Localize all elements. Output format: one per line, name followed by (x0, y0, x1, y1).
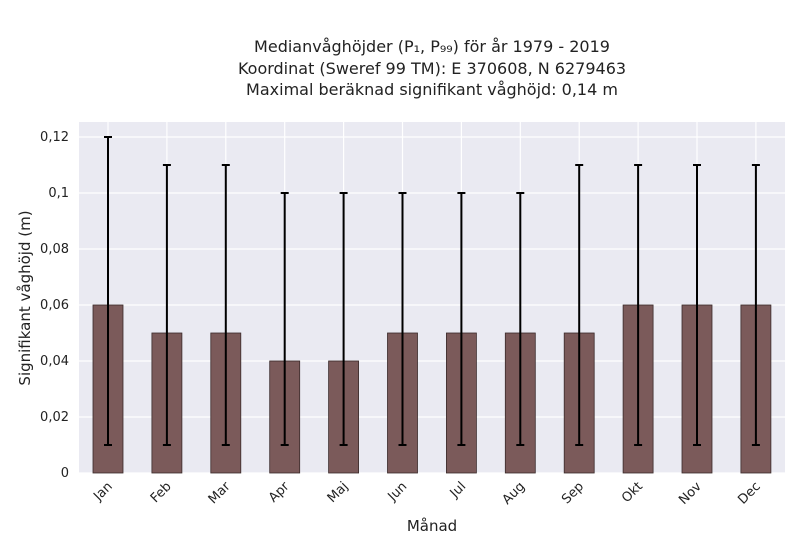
y-tick-label: 0,12 (40, 130, 69, 145)
y-tick-label: 0 (61, 466, 69, 481)
x-tick-label: Jun (385, 479, 411, 505)
x-tick-label: Okt (619, 479, 646, 506)
x-tick-label: Feb (148, 479, 175, 506)
x-tick-label: Jan (90, 479, 115, 504)
x-axis-ticks: Jan Feb Mar Apr Maj Jun Jul Aug Sep Okt Nov Dec (90, 479, 763, 508)
x-axis-label: Månad (407, 517, 457, 535)
x-tick-label: Mar (206, 479, 234, 507)
x-tick-label: Apr (266, 479, 293, 506)
y-axis-label: Signifikant våghöjd (m) (16, 210, 34, 385)
y-tick-label: 0,02 (40, 410, 69, 425)
plot-area (79, 122, 785, 473)
y-tick-label: 0,1 (48, 186, 69, 201)
x-tick-label: Nov (676, 479, 705, 508)
chart-title-line-2: Koordinat (Sweref 99 TM): E 370608, N 62… (238, 59, 626, 78)
x-tick-label: Sep (559, 479, 587, 507)
chart-title: Medianvåghöjder (P₁, P₉₉) för år 1979 - … (238, 37, 626, 99)
x-tick-label: Aug (500, 479, 529, 508)
x-tick-label: Maj (325, 479, 352, 506)
x-tick-label: Jul (447, 479, 469, 501)
y-tick-label: 0,06 (40, 298, 69, 313)
error-bars (104, 136, 760, 446)
y-axis-ticks: 0 0,02 0,04 0,06 0,08 0,1 0,12 (40, 130, 69, 481)
y-tick-label: 0,08 (40, 242, 69, 257)
y-tick-label: 0,04 (40, 354, 69, 369)
chart-title-line-1: Medianvåghöjder (P₁, P₉₉) för år 1979 - … (254, 37, 610, 56)
chart-title-line-3: Maximal beräknad signifikant våghöjd: 0,… (246, 80, 618, 99)
x-tick-label: Dec (735, 479, 763, 507)
